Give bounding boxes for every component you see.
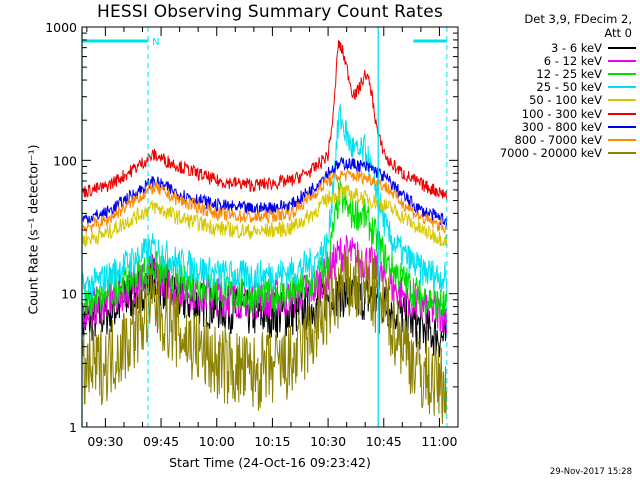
legend-swatch [608,152,636,155]
series-line-4 [81,104,448,303]
legend-header-line-1: Det 3,9, FDecim 2, [524,12,632,26]
legend-item-6: 100 - 300 keV [470,106,636,121]
y-axis-title: Count Rate (s⁻¹ detector⁻¹) [25,144,41,315]
legend-header: Det 3,9, FDecim 2, Att 0 [472,12,632,40]
legend-swatch [608,72,636,75]
series-line-8 [81,169,448,235]
legend-item-2: 6 - 12 keV [470,53,636,68]
x-tick-label: 09:30 [87,434,123,449]
legend-swatch [608,86,636,89]
legend-item-9: 7000 - 20000 keV [470,146,636,161]
legend-label: 300 - 800 keV [521,119,602,134]
series-line-5 [81,185,448,248]
legend-swatch [608,125,636,128]
legend-label: 50 - 100 keV [529,93,602,108]
legend-label: 7000 - 20000 keV [499,146,602,161]
legend-item-8: 800 - 7000 keV [470,132,636,147]
x-axis-title: Start Time (24-Oct-16 09:23:42) [169,455,371,470]
legend-label: 800 - 7000 keV [514,132,602,147]
tick-layer: 1 10 100 1000 09:30 09:45 10:00 10:15 10:30 10:45… [45,20,459,449]
legend-label: 3 - 6 keV [551,40,602,55]
series-layer [81,40,448,425]
night-label: N [152,37,159,48]
legend: 3 - 6 keV 6 - 12 keV 12 - 25 keV 25 - 50 ke… [470,41,636,160]
legend-item-1: 3 - 6 keV [470,40,636,55]
legend-item-3: 12 - 25 keV [470,66,636,81]
y-tick-label: 10 [61,287,77,302]
y-tick-label: 100 [53,153,77,168]
legend-item-5: 50 - 100 keV [470,93,636,108]
y-tick-label: 1 [69,420,77,435]
legend-label: 100 - 300 keV [521,106,602,121]
x-tick-label: 10:00 [199,434,235,449]
legend-item-4: 25 - 50 keV [470,80,636,95]
series-line-7 [81,157,448,227]
plot-frame [81,26,459,428]
legend-swatch [608,46,636,49]
x-tick-label: 11:00 [421,434,457,449]
legend-swatch [608,99,636,102]
legend-item-7: 300 - 800 keV [470,119,636,134]
legend-header-line-2: Att 0 [604,26,632,40]
x-tick-label: 10:45 [366,434,402,449]
series-line-6 [81,40,448,201]
legend-swatch [608,112,636,115]
legend-swatch [608,138,636,141]
chart-title: HESSI Observing Summary Count Rates [96,2,444,22]
marker-layer: N [81,27,448,427]
legend-swatch [608,59,636,62]
legend-label: 6 - 12 keV [543,53,602,68]
y-tick-label: 1000 [45,20,77,35]
x-tick-label: 10:30 [310,434,346,449]
plot-timestamp: 29-Nov-2017 15:28 [549,467,632,477]
x-tick-label: 09:45 [143,434,179,449]
series-line-9 [81,247,448,425]
legend-label: 12 - 25 keV [536,66,602,81]
legend-label: 25 - 50 keV [536,80,602,95]
x-tick-label: 10:15 [254,434,290,449]
